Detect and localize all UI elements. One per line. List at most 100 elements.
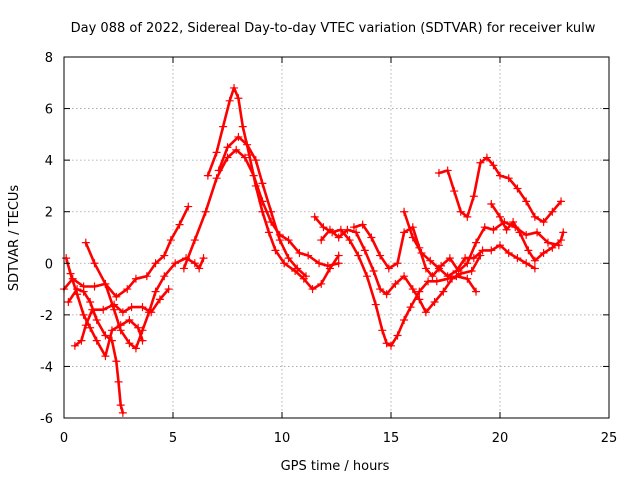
data-point (443, 272, 452, 281)
series-track-6 (179, 145, 343, 273)
data-point (360, 246, 369, 255)
y-tick-label: 8 (45, 51, 53, 66)
data-point (513, 184, 522, 193)
data-point (107, 326, 117, 335)
data-point (343, 225, 352, 234)
data-point (90, 259, 99, 268)
data-point (284, 235, 293, 245)
data-point (234, 132, 243, 142)
data-point (406, 303, 415, 312)
data-point (543, 238, 553, 247)
data-point (463, 212, 472, 221)
data-point (280, 259, 289, 268)
x-tick-label: 10 (274, 431, 291, 446)
data-point (151, 287, 160, 296)
series-track-1 (59, 202, 193, 301)
data-point (310, 212, 319, 221)
data-point (123, 284, 132, 294)
data-point (138, 336, 147, 345)
series-track-14 (487, 199, 568, 265)
data-point (90, 282, 99, 291)
data-point (334, 259, 343, 268)
data-point (504, 174, 513, 183)
data-point (371, 300, 380, 309)
series-line (73, 287, 170, 348)
data-point (118, 308, 127, 317)
data-point (434, 264, 444, 273)
data-point (378, 326, 387, 335)
data-point (101, 279, 110, 289)
data-point (110, 305, 119, 314)
y-tick-label: 6 (45, 103, 53, 118)
data-point (258, 207, 267, 216)
data-point (81, 321, 90, 330)
data-point (432, 277, 441, 286)
data-point (271, 246, 280, 255)
data-point (471, 238, 481, 247)
data-point (463, 259, 472, 268)
data-point (467, 266, 476, 276)
data-point (430, 297, 439, 307)
data-point (530, 264, 539, 273)
data-point (358, 220, 367, 229)
data-point (530, 256, 539, 265)
series-track-4 (70, 284, 173, 350)
data-point (399, 272, 409, 281)
data-point (362, 272, 372, 281)
data-point (325, 225, 335, 234)
data-point (101, 331, 110, 340)
data-point (175, 220, 184, 229)
data-point (513, 254, 522, 263)
data-point (399, 315, 409, 325)
data-point (92, 336, 101, 345)
data-point (522, 230, 531, 240)
data-point (64, 297, 73, 307)
data-point (393, 331, 402, 340)
data-point (212, 148, 221, 157)
data-point (556, 235, 566, 245)
data-point (408, 284, 417, 294)
data-point (164, 284, 173, 294)
data-point (539, 217, 548, 227)
data-point (92, 315, 101, 325)
data-point (190, 235, 199, 245)
data-point (476, 158, 485, 167)
y-tick-label: -2 (40, 309, 53, 324)
data-point (86, 297, 95, 307)
data-point (421, 264, 430, 273)
y-tick-label: -6 (40, 412, 53, 427)
data-point (376, 251, 385, 260)
data-point (469, 254, 478, 263)
data-point (275, 235, 284, 245)
data-point (138, 303, 147, 312)
data-point (386, 341, 396, 350)
data-point (515, 228, 524, 237)
data-point (522, 259, 531, 268)
data-point (79, 287, 88, 296)
y-axis-label: SDTVAR / TECUs (7, 185, 22, 292)
data-point (445, 254, 454, 263)
data-point (428, 272, 437, 281)
plot-frame (63, 56, 610, 419)
data-point (369, 266, 378, 276)
data-point (184, 202, 193, 211)
data-point (559, 228, 568, 237)
y-tick-label: 4 (45, 154, 53, 169)
data-point (384, 264, 393, 273)
data-point (349, 223, 359, 232)
y-tick-label: -4 (40, 360, 53, 375)
data-point (77, 336, 86, 345)
data-point (382, 290, 391, 299)
data-point (264, 228, 274, 237)
data-point (295, 248, 304, 258)
series-line (206, 86, 340, 291)
data-point (314, 259, 324, 268)
data-point (219, 122, 228, 131)
x-tick-label: 0 (60, 431, 68, 446)
data-point (155, 295, 165, 304)
data-point (391, 279, 400, 289)
data-point (489, 161, 498, 170)
x-axis-label: GPS time / hours (281, 459, 390, 474)
data-point (99, 305, 108, 314)
data-point (334, 251, 343, 260)
